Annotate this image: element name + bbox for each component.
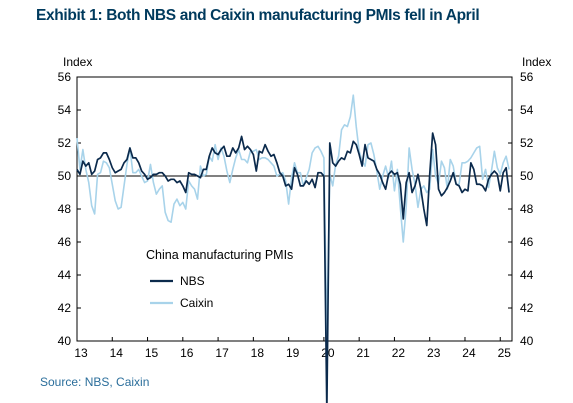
- y-tick-label-right: 40: [520, 334, 534, 348]
- y-tick-label-right: 44: [520, 268, 534, 282]
- y-tick-label-left: 50: [58, 169, 72, 183]
- x-tick-label: 25: [498, 346, 512, 360]
- legend-nbs-label: NBS: [180, 274, 205, 288]
- y-tick-label-left: 54: [58, 103, 72, 117]
- y-tick-label-right: 50: [520, 169, 534, 183]
- y-tick-label-right: 48: [520, 202, 534, 216]
- x-tick-label: 23: [427, 346, 441, 360]
- x-tick-label: 22: [392, 346, 406, 360]
- y-tick-label-right: 46: [520, 235, 534, 249]
- chart-series: [76, 94, 510, 403]
- y-axis-label-right: Index: [522, 55, 551, 69]
- x-tick-label: 14: [110, 346, 124, 360]
- x-tick-label: 15: [145, 346, 159, 360]
- y-tick-label-left: 52: [58, 136, 72, 150]
- y-tick-label-left: 44: [58, 268, 72, 282]
- y-tick-label-left: 46: [58, 235, 72, 249]
- y-axis-label-left: Index: [63, 55, 92, 69]
- y-tick-label-right: 52: [520, 136, 534, 150]
- series-line-caixin: [76, 94, 510, 337]
- x-tick-label: 16: [180, 346, 194, 360]
- series-line-nbs: [76, 132, 510, 403]
- x-tick-label: 21: [356, 346, 370, 360]
- x-tick-label: 19: [286, 346, 300, 360]
- x-tick-label: 24: [462, 346, 476, 360]
- x-tick-label: 17: [215, 346, 229, 360]
- chart-legend: China manufacturing PMIs NBS Caixin: [146, 248, 293, 310]
- y-tick-label-right: 56: [520, 70, 534, 84]
- x-tick-label: 13: [74, 346, 88, 360]
- y-tick-label-left: 48: [58, 202, 72, 216]
- y-tick-label-left: 42: [58, 301, 72, 315]
- source-note: Source: NBS, Caixin: [40, 375, 150, 389]
- y-tick-label-left: 40: [58, 334, 72, 348]
- x-tick-label: 18: [251, 346, 265, 360]
- chart-title: Exhibit 1: Both NBS and Caixin manufactu…: [36, 7, 480, 24]
- plot-frame: [76, 76, 513, 342]
- legend-title: China manufacturing PMIs: [146, 248, 293, 262]
- legend-caixin-label: Caixin: [180, 296, 213, 310]
- y-tick-label-right: 42: [520, 301, 534, 315]
- y-tick-label-left: 56: [58, 70, 72, 84]
- y-tick-label-right: 54: [520, 103, 534, 117]
